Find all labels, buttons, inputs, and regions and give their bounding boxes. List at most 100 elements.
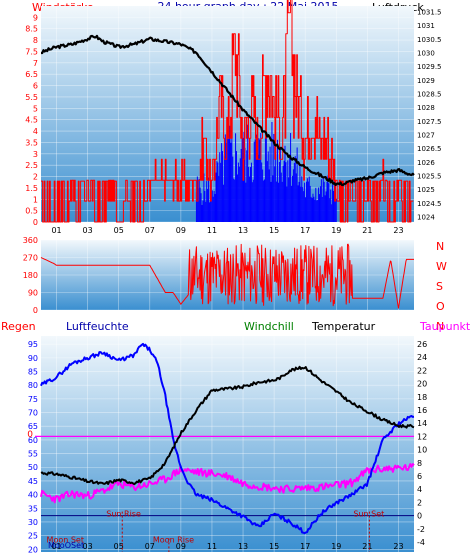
wind-speed-tick: 2.5 [25,161,38,170]
event-label: Sun Rise [106,510,141,519]
wind-speed-tick: 6 [33,82,38,91]
compass-label: S [436,280,443,293]
direction-degree-ticks: 0 90 180 270 360 [23,236,38,315]
wind-speed-tick: 4 [33,127,38,136]
time-tick: 11 [207,226,217,235]
direction-degree-tick: 180 [23,271,38,280]
rain-label: Regen [1,320,36,333]
dewpoint-label: Taupunkt [419,320,470,333]
pressure-tick: 1031.5 [417,8,442,16]
panel-1-time-ticks: 01 03 05 07 09 11 13 15 17 19 21 23 [51,226,403,235]
wind-speed-tick: 6.5 [25,70,38,79]
humidity-tick: 70 [28,409,38,418]
time-tick: 17 [300,542,310,551]
humidity-ticks: 20 25 30 35 40 45 50 55 60 65 70 75 80 85 90 95 [28,340,38,554]
time-tick: 13 [238,226,248,235]
wind-speed-tick: 1.5 [25,184,38,193]
time-tick: 19 [331,226,341,235]
compass-label: O [436,300,445,313]
humidity-tick: 50 [28,463,38,472]
pressure-tick: 1026.5 [417,145,442,153]
time-tick: 15 [269,542,279,551]
temperature-tick: 26 [417,340,427,349]
panel-1-series [41,0,415,223]
time-tick: 01 [51,226,61,235]
event-label: Moon Set [47,535,84,544]
humidity-tick: 20 [28,545,38,554]
wind-speed-tick: 0.5 [25,207,38,216]
wind-speed-tick: 4.5 [25,116,38,125]
humidity-tick: 60 [28,436,38,445]
pressure-tick: 1025 [417,186,435,194]
temperature-tick: 22 [417,366,427,375]
panel-3-background [41,336,414,552]
humidity-tick: 55 [28,450,38,459]
humidity-tick: 35 [28,504,38,513]
pressure-tick: 1030 [417,49,435,57]
temperature-tick: 14 [417,419,427,428]
humidity-tick: 90 [28,354,38,363]
panel-3-time-ticks: 01 03 05 07 09 11 13 15 17 19 21 23 [51,542,403,551]
compass-label: N [436,240,444,253]
wind-speed-tick: 3 [33,150,38,159]
temperature-tick: 4 [417,485,422,494]
compass-label: W [436,260,447,273]
compass-label: N [436,320,444,333]
pressure-tick: 1027 [417,132,435,140]
temperature-tick: 20 [417,380,427,389]
humidity-tick: 25 [28,532,38,541]
temperature-tick: 6 [417,472,422,481]
direction-degree-tick: 270 [23,254,38,263]
humidity-tick: 30 [28,518,38,527]
humidity-tick: 75 [28,395,38,404]
humidity-tick: 80 [28,381,38,390]
time-tick: 05 [114,542,124,551]
event-label: Moon Rise [153,535,194,544]
humidity-label: Luftfeuchte [66,320,129,333]
wind-speed-tick: 8.5 [25,25,38,34]
wind-speed-line [41,0,414,223]
time-tick: 19 [331,542,341,551]
time-tick: 01 [51,542,61,551]
wind-speed-tick: 7.5 [25,47,38,56]
pressure-tick: 1029 [417,77,435,85]
pressure-tick: 1028 [417,104,435,112]
direction-degree-tick: 90 [28,289,38,298]
time-tick: 07 [145,542,155,551]
temperature-line [40,365,415,486]
temperature-tick: 16 [417,406,427,415]
time-tick: 17 [300,226,310,235]
wind-direction-line [40,243,414,309]
wind-speed-tick: 7 [33,59,38,68]
pressure-tick: 1028.5 [417,90,442,98]
wind-speed-tick: 1 [33,195,38,204]
windchill-label: Windchill [244,320,294,333]
rain-zero-label: 0 [27,430,33,440]
time-tick: 03 [83,542,93,551]
wind-speed-tick: 0 [33,218,38,227]
humidity-tick: 95 [28,340,38,349]
temperature-tick: -2 [417,525,425,534]
event-label: Sun Set [353,510,384,519]
pressure-tick: 1029.5 [417,63,442,71]
wind-speed-tick: 3.5 [25,138,38,147]
pressure-line [41,34,415,187]
temperature-tick: 24 [417,353,427,362]
time-tick: 23 [393,226,403,235]
temperature-tick: 10 [417,446,427,455]
temperature-tick: 18 [417,393,427,402]
wind-speed-ticks: 0 0.5 1 1.5 2 2.5 3 3.5 4 4.5 5 5.5 6 6.5 7 7.5 8 8.5 9 [25,13,38,227]
temperature-tick: 12 [417,432,427,441]
wind-pressure-panel: 0 0.5 1 1.5 2 2.5 3 3.5 4 4.5 5 5.5 6 6.5 7 7.5 8 8.5 9 10… [25,0,442,235]
bottom-event-text: MooOSet [48,541,84,550]
temperature-tick: 8 [417,459,422,468]
pressure-tick: 1030.5 [417,36,442,44]
wind-speed-tick: 5.5 [25,93,38,102]
time-tick: 13 [238,542,248,551]
temperature-tick: -4 [417,538,425,547]
wind-speed-tick: 9 [33,13,38,22]
